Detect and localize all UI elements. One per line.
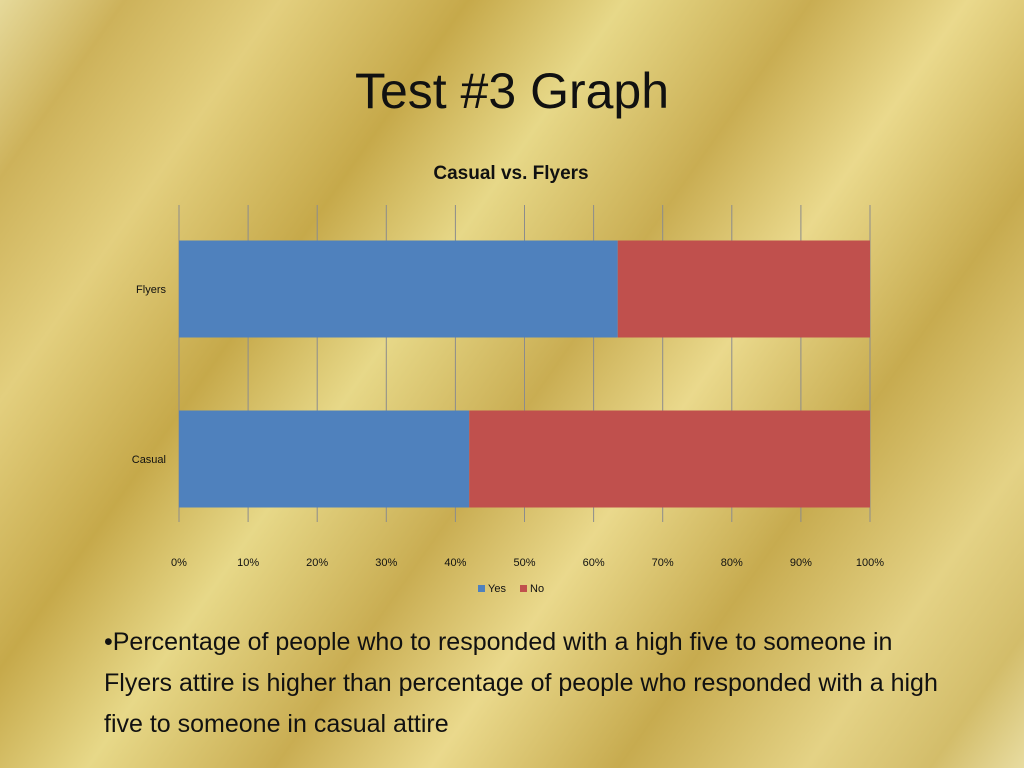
bars [179, 240, 870, 508]
legend-label-no: No [530, 583, 544, 595]
x-tick-label: 20% [306, 557, 328, 569]
category-label: Casual [132, 454, 166, 466]
bar-casual-yes [179, 410, 470, 508]
slide-title: Test #3 Graph [354, 63, 670, 119]
stacked-bar-chart: Casual vs. Flyers Flyers Casual 0% 10% 20% 3… [132, 163, 885, 595]
legend-swatch-yes [478, 585, 485, 592]
x-tick-label: 30% [375, 557, 397, 569]
category-label: Flyers [136, 284, 166, 296]
x-tick-label: 60% [583, 557, 605, 569]
bar-flyers-no [617, 240, 870, 338]
x-tick-labels: 0% 10% 20% 30% 40% 50% 60% 70% 80% 90% 100% [171, 557, 884, 569]
chart-title: Casual vs. Flyers [433, 163, 588, 184]
slide-caption: •Percentage of people who to responded w… [104, 628, 938, 738]
x-tick-label: 70% [652, 557, 674, 569]
x-tick-label: 0% [171, 557, 187, 569]
category-labels: Flyers Casual [132, 284, 167, 466]
legend-label-yes: Yes [488, 583, 506, 595]
x-tick-label: 10% [237, 557, 259, 569]
x-tick-label: 80% [721, 557, 743, 569]
bar-casual-no [469, 410, 870, 508]
x-tick-label: 40% [444, 557, 466, 569]
x-tick-label: 50% [513, 557, 535, 569]
x-tick-label: 90% [790, 557, 812, 569]
legend: Yes No [478, 583, 544, 595]
bar-flyers-yes [179, 240, 618, 338]
x-tick-label: 100% [856, 557, 884, 569]
legend-swatch-no [520, 585, 527, 592]
